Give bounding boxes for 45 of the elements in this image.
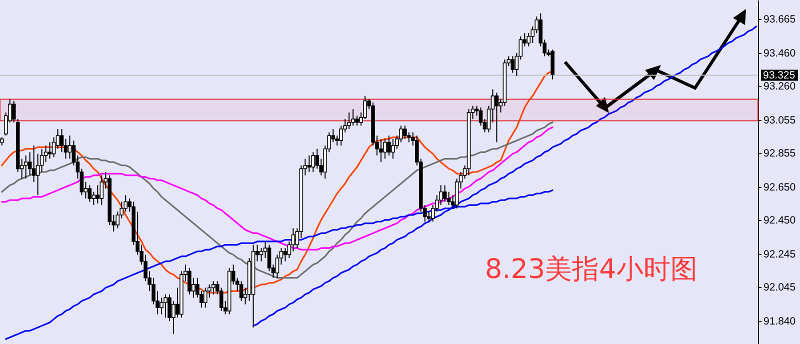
candlestick <box>24 154 28 180</box>
candlestick <box>403 125 407 140</box>
candlestick <box>391 138 395 160</box>
candlestick <box>387 135 391 156</box>
candlestick <box>100 174 104 206</box>
y-tick-label: 93.055 <box>764 114 796 126</box>
candlestick <box>355 115 359 126</box>
candlestick <box>550 49 554 80</box>
y-tick-label: 93.665 <box>764 14 796 26</box>
candlestick <box>510 56 515 74</box>
y-tick-label: 91.840 <box>764 315 796 328</box>
candlestick <box>383 138 387 160</box>
candlestick <box>442 184 447 202</box>
candlestick <box>291 228 296 252</box>
candlestick <box>283 248 288 262</box>
y-tick-label: 92.855 <box>764 147 796 160</box>
candlestick <box>204 287 208 308</box>
y-tick-label: 93.260 <box>764 80 796 92</box>
candlestick <box>259 248 264 262</box>
candlestick <box>454 178 459 209</box>
candlestick <box>267 244 272 272</box>
candlestick <box>307 154 312 172</box>
y-tick-label: 92.450 <box>764 214 796 226</box>
candlestick <box>379 138 383 163</box>
candlestick <box>311 152 316 172</box>
candlestick <box>188 267 192 295</box>
candlestick <box>211 280 216 295</box>
candlestick <box>494 92 499 143</box>
candlestick <box>88 184 92 202</box>
y-tick-label: 92.245 <box>764 248 796 260</box>
candlestick <box>164 294 168 318</box>
candlestick <box>96 184 100 204</box>
candlestick <box>28 152 32 176</box>
candlestick <box>92 191 96 206</box>
y-tick-label: 93.460 <box>764 47 796 60</box>
ref-line-label: 93.325 <box>763 69 796 82</box>
y-tick-label: 92.045 <box>764 281 796 294</box>
candlestick <box>52 136 56 158</box>
annotation: 8.23美指4小时图 <box>485 254 698 285</box>
candlestick <box>239 280 244 302</box>
y-tick-label: 92.650 <box>764 181 796 194</box>
candlestick <box>351 108 355 126</box>
candlestick <box>160 297 164 315</box>
candlestick <box>347 112 351 130</box>
candlestick <box>68 135 72 160</box>
